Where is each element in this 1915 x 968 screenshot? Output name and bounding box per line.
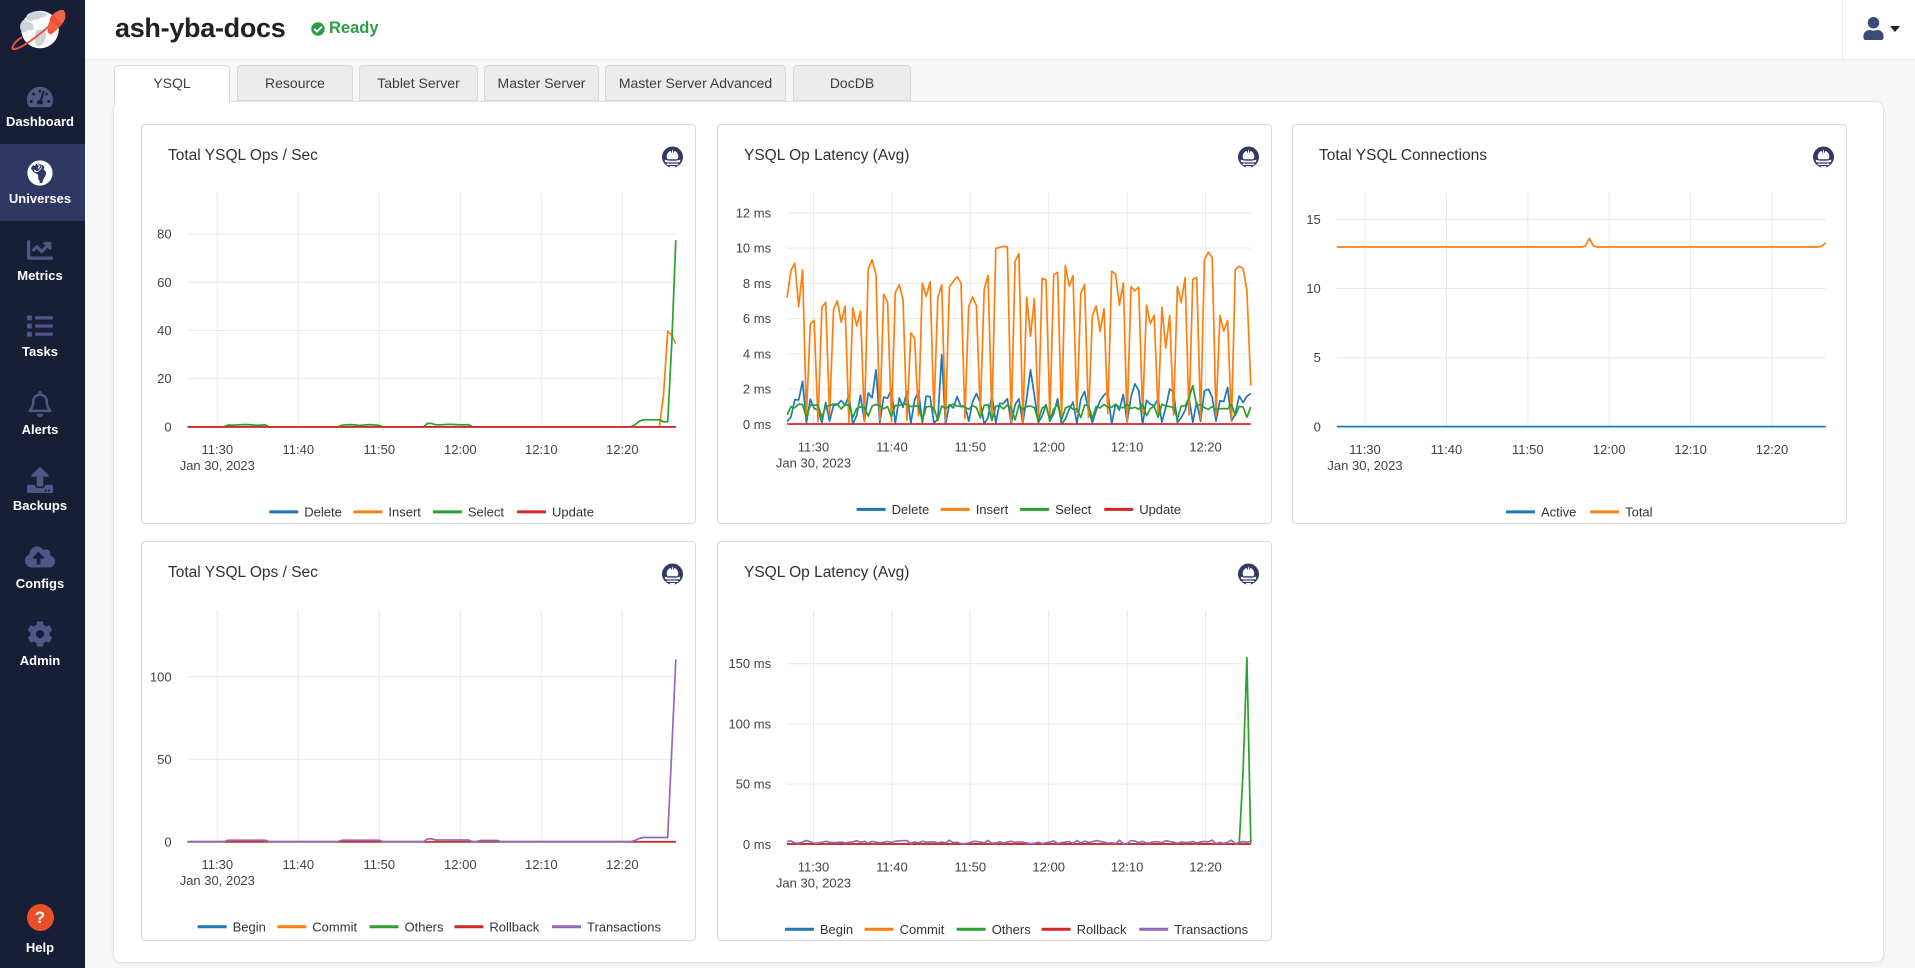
svg-text:Jan 30, 2023: Jan 30, 2023: [776, 875, 851, 890]
svg-text:50: 50: [157, 752, 171, 767]
svg-text:Others: Others: [405, 919, 445, 934]
svg-text:Total YSQL Ops / Sec: Total YSQL Ops / Sec: [168, 147, 318, 164]
svg-text:11:40: 11:40: [283, 442, 315, 457]
svg-text:12:10: 12:10: [1674, 442, 1707, 457]
svg-text:11:30: 11:30: [202, 857, 234, 872]
svg-text:12:20: 12:20: [606, 442, 639, 457]
svg-text:Begin: Begin: [820, 922, 853, 937]
svg-text:Total: Total: [1625, 504, 1653, 519]
svg-text:Delete: Delete: [304, 504, 342, 519]
svg-text:2 ms: 2 ms: [743, 382, 772, 397]
svg-text:Others: Others: [992, 922, 1032, 937]
svg-text:11:30: 11:30: [1349, 442, 1381, 457]
svg-text:50 ms: 50 ms: [736, 777, 772, 792]
svg-text:11:50: 11:50: [955, 859, 987, 874]
svg-text:11:50: 11:50: [955, 439, 987, 454]
svg-text:5: 5: [1314, 350, 1321, 365]
svg-text:Jan 30, 2023: Jan 30, 2023: [180, 873, 255, 888]
svg-text:12:20: 12:20: [606, 857, 639, 872]
svg-text:12:10: 12:10: [1111, 439, 1144, 454]
svg-text:Insert: Insert: [388, 504, 421, 519]
svg-text:Active: Active: [1541, 504, 1576, 519]
svg-text:11:50: 11:50: [364, 857, 396, 872]
svg-text:Total YSQL Connections: Total YSQL Connections: [1319, 147, 1487, 164]
svg-text:Rollback: Rollback: [1077, 922, 1127, 937]
svg-text:Update: Update: [552, 504, 594, 519]
svg-text:Jan 30, 2023: Jan 30, 2023: [180, 458, 255, 473]
svg-text:6 ms: 6 ms: [743, 311, 772, 326]
svg-text:12:10: 12:10: [525, 857, 558, 872]
svg-text:4 ms: 4 ms: [743, 346, 772, 361]
svg-text:11:40: 11:40: [1431, 442, 1463, 457]
svg-text:12:20: 12:20: [1189, 859, 1222, 874]
svg-text:Begin: Begin: [233, 919, 266, 934]
svg-text:Update: Update: [1139, 502, 1181, 517]
svg-text:Select: Select: [468, 504, 505, 519]
svg-text:10: 10: [1306, 281, 1320, 296]
svg-text:80: 80: [157, 227, 171, 242]
svg-text:Jan 30, 2023: Jan 30, 2023: [1327, 458, 1402, 473]
svg-text:11:30: 11:30: [798, 859, 830, 874]
svg-text:Transactions: Transactions: [1174, 922, 1248, 937]
svg-text:YSQL Op Latency (Avg): YSQL Op Latency (Avg): [744, 564, 909, 581]
svg-text:100 ms: 100 ms: [728, 716, 771, 731]
svg-text:12:00: 12:00: [444, 857, 477, 872]
svg-text:11:40: 11:40: [876, 439, 908, 454]
svg-text:12:00: 12:00: [444, 442, 477, 457]
svg-text:12:20: 12:20: [1189, 439, 1222, 454]
svg-text:11:50: 11:50: [364, 442, 396, 457]
svg-text:8 ms: 8 ms: [743, 276, 772, 291]
svg-text:12 ms: 12 ms: [736, 205, 772, 220]
svg-text:12:00: 12:00: [1593, 442, 1626, 457]
svg-text:12:10: 12:10: [1111, 859, 1144, 874]
svg-text:0: 0: [164, 834, 171, 849]
svg-text:40: 40: [157, 323, 171, 338]
svg-text:100: 100: [150, 669, 172, 684]
svg-text:11:30: 11:30: [202, 442, 234, 457]
svg-text:0 ms: 0 ms: [743, 417, 772, 432]
svg-text:11:30: 11:30: [798, 439, 830, 454]
svg-text:Commit: Commit: [900, 922, 945, 937]
svg-text:150 ms: 150 ms: [728, 656, 771, 671]
svg-text:12:20: 12:20: [1756, 442, 1789, 457]
svg-text:20: 20: [157, 371, 171, 386]
svg-text:Commit: Commit: [312, 919, 357, 934]
svg-text:Insert: Insert: [976, 502, 1009, 517]
svg-text:0 ms: 0 ms: [743, 837, 772, 852]
svg-text:60: 60: [157, 275, 171, 290]
svg-text:YSQL Op Latency (Avg): YSQL Op Latency (Avg): [744, 147, 909, 164]
svg-text:11:40: 11:40: [283, 857, 315, 872]
svg-text:Jan 30, 2023: Jan 30, 2023: [776, 455, 851, 470]
svg-text:12:10: 12:10: [525, 442, 558, 457]
svg-text:11:50: 11:50: [1512, 442, 1544, 457]
svg-text:Delete: Delete: [892, 502, 930, 517]
svg-text:12:00: 12:00: [1032, 439, 1065, 454]
svg-text:Total YSQL Ops / Sec: Total YSQL Ops / Sec: [168, 564, 318, 581]
svg-text:11:40: 11:40: [876, 859, 908, 874]
svg-text:15: 15: [1306, 212, 1320, 227]
svg-text:Select: Select: [1055, 502, 1092, 517]
svg-text:12:00: 12:00: [1032, 859, 1065, 874]
svg-text:Rollback: Rollback: [489, 919, 539, 934]
svg-text:0: 0: [1314, 419, 1321, 434]
svg-text:10 ms: 10 ms: [736, 241, 772, 256]
svg-text:Transactions: Transactions: [587, 919, 661, 934]
svg-text:0: 0: [164, 419, 171, 434]
